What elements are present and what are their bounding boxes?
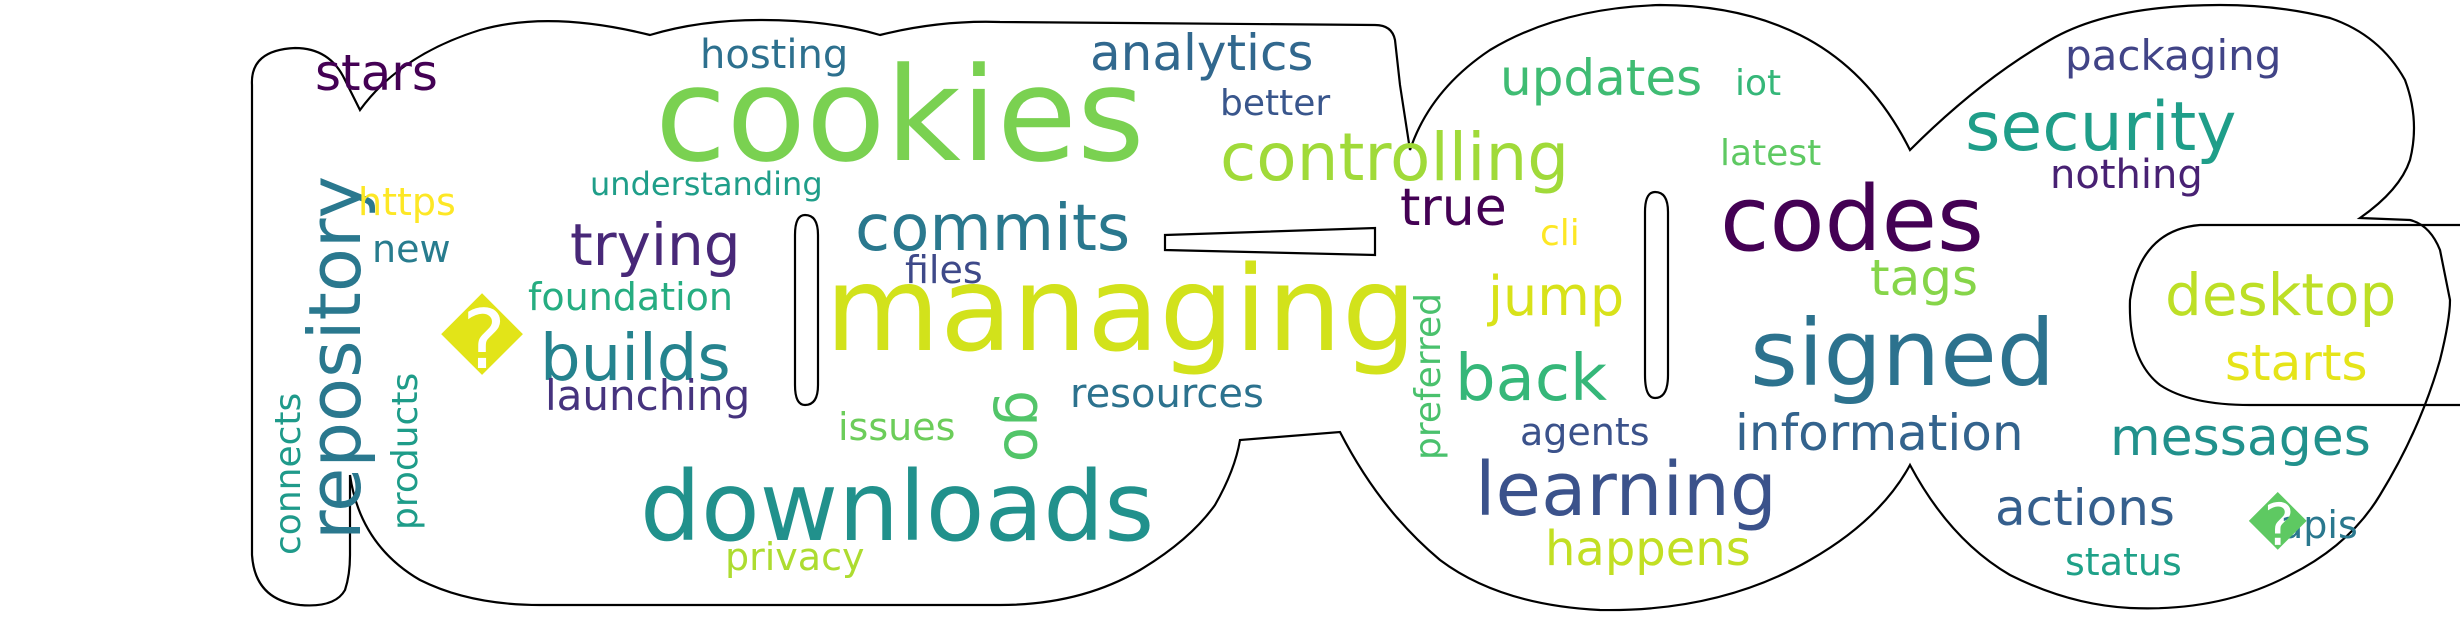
cloud-word: hosting xyxy=(700,32,848,78)
cloud-word: true xyxy=(1400,178,1507,238)
cloud-word: stars xyxy=(315,44,438,102)
cloud-word: launching xyxy=(545,371,750,420)
cloud-word: information xyxy=(1735,404,2024,462)
cloud-word: � xyxy=(2248,491,2307,559)
cloud-word: learning xyxy=(1475,447,1777,533)
cloud-word: understanding xyxy=(590,165,823,203)
cloud-word: analytics xyxy=(1090,24,1314,82)
cloud-word: better xyxy=(1220,83,1330,124)
cloud-word: https xyxy=(358,180,456,224)
cloud-word: repository xyxy=(293,176,377,540)
cloud-word: preferred xyxy=(1408,293,1449,460)
cloud-word: new xyxy=(372,227,451,271)
cloud-word: go xyxy=(991,390,1059,462)
cloud-word: � xyxy=(440,293,524,388)
cloud-word: controlling xyxy=(1220,119,1569,196)
cloud-word: jump xyxy=(1487,265,1624,328)
logo-outline xyxy=(250,3,2460,612)
cloud-word: updates xyxy=(1500,49,1702,107)
cloud-word: foundation xyxy=(528,275,733,319)
cloud-word: status xyxy=(2065,540,2182,584)
cloud-word: signed xyxy=(1750,300,2055,407)
words-layer: cookies managing downloads codes signed contr… xyxy=(268,24,2396,584)
cloud-word: latest xyxy=(1720,133,1821,174)
cloud-word: messages xyxy=(2110,408,2371,468)
cloud-word: files xyxy=(905,248,983,292)
cloud-word: managing xyxy=(825,240,1417,378)
cloud-word: apis xyxy=(2280,503,2358,547)
cloud-word: downloads xyxy=(640,451,1154,563)
cloud-word: desktop xyxy=(2165,261,2396,329)
cloud-word: cookies xyxy=(655,39,1145,191)
cloud-word: issues xyxy=(838,405,955,449)
cloud-word: codes xyxy=(1720,167,1984,272)
cloud-word: agents xyxy=(1520,410,1650,454)
cloud-word: nothing xyxy=(2050,152,2203,198)
cloud-word: cli xyxy=(1540,213,1580,254)
cloud-word: happens xyxy=(1545,521,1751,577)
cloud-word: packaging xyxy=(2065,31,2281,80)
cloud-word: starts xyxy=(2225,334,2368,392)
cloud-word: commits xyxy=(855,192,1130,266)
cloud-word: iot xyxy=(1735,63,1781,104)
cloud-word: back xyxy=(1455,342,1607,416)
cloud-word: resources xyxy=(1070,371,1264,417)
cloud-word: products xyxy=(385,373,426,530)
cloud-word: tags xyxy=(1870,249,1978,307)
cloud-word: builds xyxy=(540,322,731,396)
cloud-word: connects xyxy=(268,393,309,555)
cloud-word: actions xyxy=(1995,479,2175,537)
cloud-word: security xyxy=(1965,88,2237,167)
cloud-word: trying xyxy=(570,211,741,279)
cloud-word: privacy xyxy=(725,535,864,579)
